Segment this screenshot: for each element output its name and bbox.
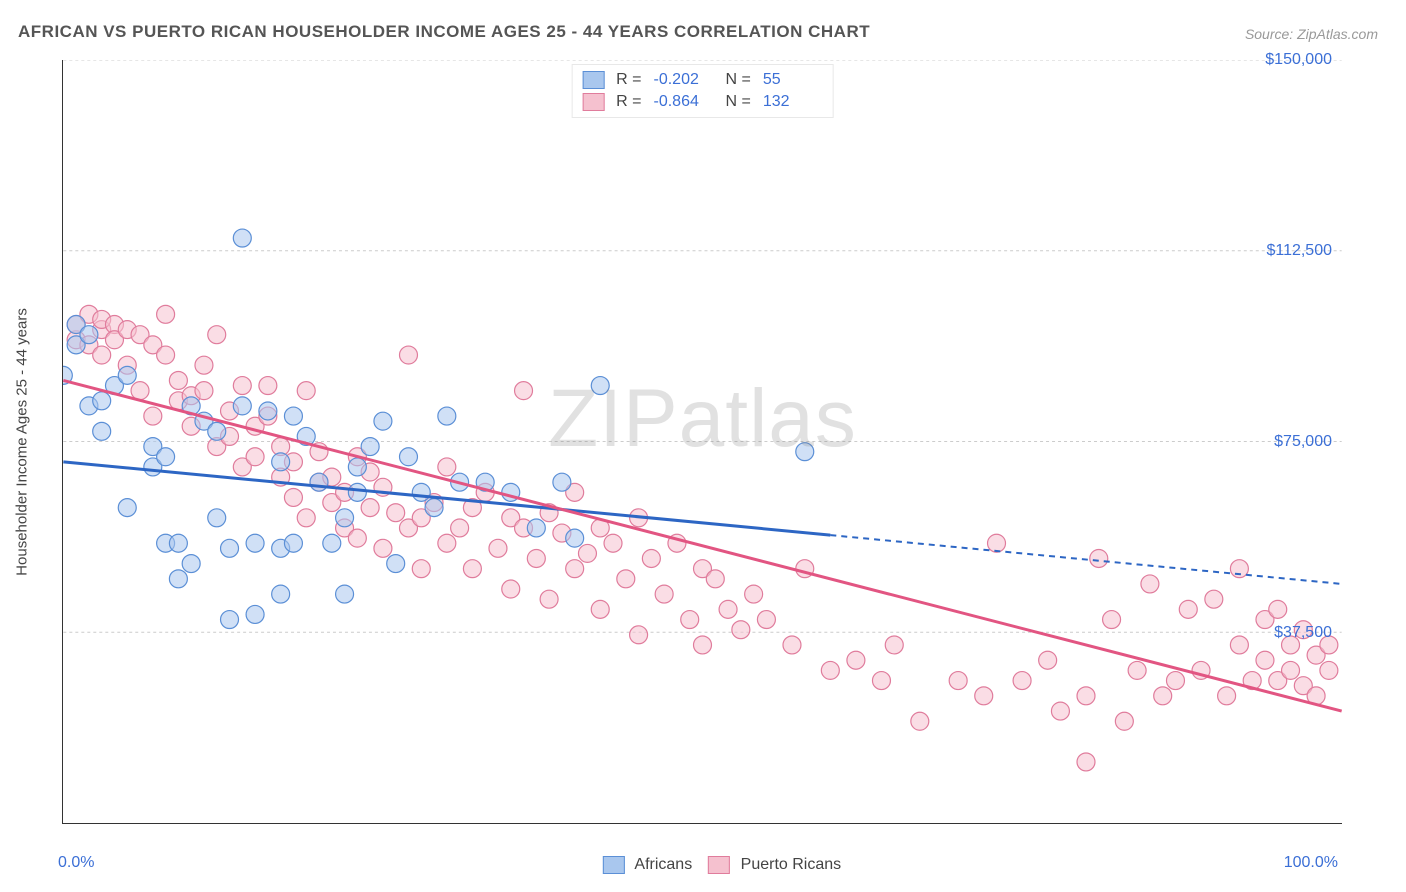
plot-area: ZIPatlas R = -0.202 N = 55 R = -0.864 N …: [62, 60, 1342, 824]
N-value-africans: 55: [763, 71, 823, 89]
y-axis-label: Householder Income Ages 25 - 44 years: [14, 308, 31, 576]
x-min-label: 0.0%: [58, 854, 94, 872]
N-value-puerto-ricans: 132: [763, 93, 823, 111]
legend-label-puerto-ricans: Puerto Ricans: [741, 856, 842, 873]
swatch-puerto-ricans: [582, 93, 604, 111]
swatch-africans: [582, 71, 604, 89]
N-label: N =: [726, 93, 751, 111]
N-label: N =: [726, 71, 751, 89]
R-value-africans: -0.202: [654, 71, 714, 89]
R-label: R =: [616, 71, 641, 89]
swatch-africans-icon: [603, 856, 625, 874]
chart-container: Householder Income Ages 25 - 44 years ZI…: [62, 60, 1382, 848]
legend-item-puerto-ricans: Puerto Ricans: [708, 856, 841, 874]
R-label: R =: [616, 93, 641, 111]
y-tick-label: $150,000: [1265, 51, 1332, 69]
legend-row-puerto-ricans: R = -0.864 N = 132: [582, 91, 823, 113]
x-max-label: 100.0%: [1284, 854, 1338, 872]
swatch-puerto-ricans-icon: [708, 856, 730, 874]
legend-row-africans: R = -0.202 N = 55: [582, 69, 823, 91]
legend-series: Africans Puerto Ricans: [603, 856, 841, 874]
legend-correlation: R = -0.202 N = 55 R = -0.864 N = 132: [571, 64, 834, 118]
R-value-puerto-ricans: -0.864: [654, 93, 714, 111]
source-label: Source: ZipAtlas.com: [1245, 26, 1378, 42]
legend-label-africans: Africans: [634, 856, 692, 873]
y-tick-label: $37,500: [1274, 624, 1332, 642]
chart-title: AFRICAN VS PUERTO RICAN HOUSEHOLDER INCO…: [18, 22, 870, 42]
scatter-plot: [63, 60, 1342, 823]
y-tick-label: $112,500: [1266, 242, 1332, 260]
legend-item-africans: Africans: [603, 856, 692, 874]
y-tick-label: $75,000: [1274, 433, 1332, 451]
